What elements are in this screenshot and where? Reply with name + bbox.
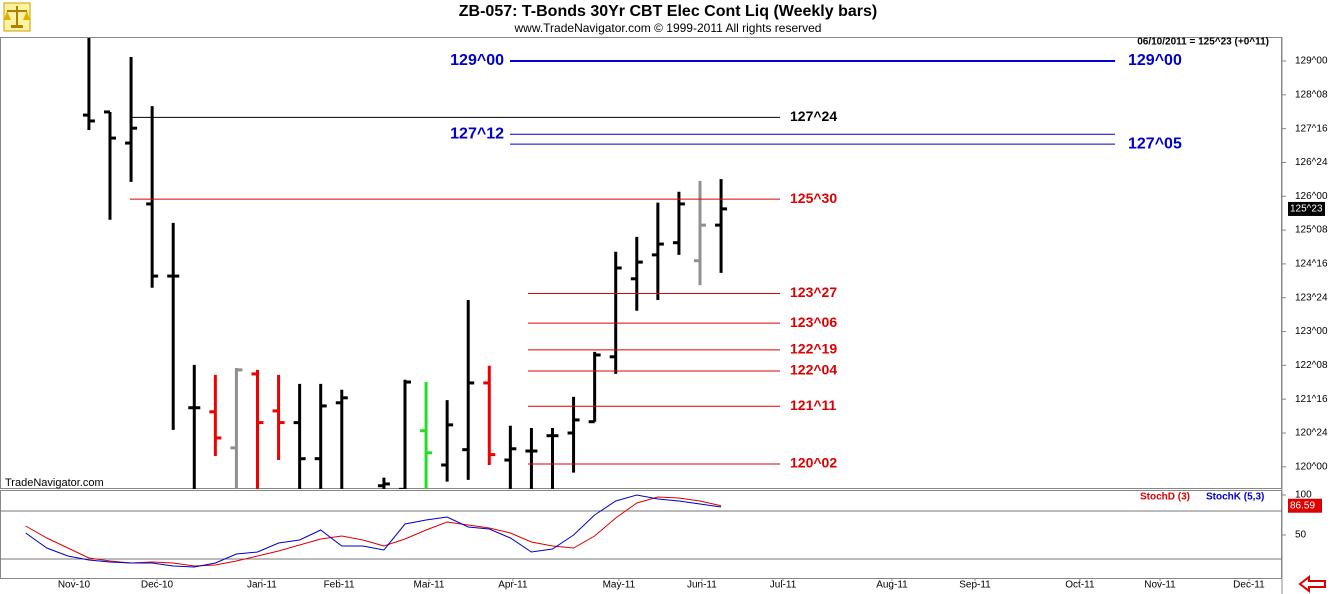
price-bar xyxy=(314,383,327,489)
x-tick-label: Oct-11 xyxy=(1065,580,1095,591)
x-tick-label: Jun-11 xyxy=(687,580,717,591)
level-label: 127^24 xyxy=(790,108,837,124)
price-bar xyxy=(525,428,538,489)
logo xyxy=(3,2,31,32)
last-value-label: 86.59 xyxy=(1290,500,1315,511)
x-tick-label: Sep-11 xyxy=(959,580,991,591)
price-bar xyxy=(167,222,180,430)
title: ZB-057: T-Bonds 30Yr CBT Elec Cont Liq (… xyxy=(459,3,877,20)
last-value-box xyxy=(1288,498,1322,513)
price-bar xyxy=(483,365,496,466)
x-tick-label: Aug-11 xyxy=(876,580,908,591)
stoch-line xyxy=(25,494,722,568)
price-bar xyxy=(420,382,433,489)
legend-entry: StochK (5,3) xyxy=(1206,492,1264,503)
price-bar xyxy=(103,110,116,220)
price-plot xyxy=(82,38,728,489)
x-tick-label: Feb-11 xyxy=(324,580,355,591)
last-price-box xyxy=(1288,201,1325,216)
y-tick-label: 122^08 xyxy=(1295,360,1328,371)
level-label: 120^02 xyxy=(790,455,837,471)
price-bar xyxy=(504,425,517,489)
level-label: 122^04 xyxy=(790,362,837,378)
price-bar xyxy=(651,202,664,300)
subtitle: www.TradeNavigator.com © 1999-2011 All r… xyxy=(514,21,822,35)
y-tick-label: 124^16 xyxy=(1295,259,1328,270)
y-tick-label: 100 xyxy=(1295,490,1312,501)
price-bar xyxy=(672,191,685,255)
price-bar xyxy=(441,400,454,482)
level-label: 129^00 xyxy=(450,52,504,69)
price-bar xyxy=(462,299,475,480)
quote: 06/10/2011 = 125^23 (+0^11) xyxy=(1137,37,1269,48)
y-tick-label: 120^00 xyxy=(1295,461,1328,472)
x-tick-label: Nov-11 xyxy=(1144,580,1176,591)
price-bar xyxy=(335,389,348,489)
y-tick-label: 123^00 xyxy=(1295,326,1328,337)
y-tick-label: 129^00 xyxy=(1295,56,1328,67)
x-tick-label: Apr-11 xyxy=(498,580,528,591)
level-label: 123^27 xyxy=(790,284,837,300)
price-bar xyxy=(82,38,95,130)
price-bar xyxy=(546,428,559,489)
price-bar xyxy=(609,251,622,374)
y-tick-label: 121^16 xyxy=(1295,394,1328,405)
level-label: 123^06 xyxy=(790,314,837,330)
price-bar xyxy=(146,106,159,288)
y-tick-label: 128^08 xyxy=(1295,89,1328,100)
price-bar xyxy=(588,351,601,424)
x-tick-label: Jul-11 xyxy=(770,580,797,591)
y-tick-label: 50 xyxy=(1295,530,1307,541)
y-tick-label: 123^24 xyxy=(1295,292,1328,303)
price-bar xyxy=(694,180,707,286)
level-label: 121^11 xyxy=(790,397,837,413)
stoch-plot xyxy=(0,494,1282,568)
price-bar xyxy=(715,179,728,273)
price-bar xyxy=(230,368,243,489)
x-tick-label: Dec-10 xyxy=(141,580,174,591)
level-label: 129^00 xyxy=(1128,52,1182,69)
x-tick-label: Dec-11 xyxy=(1233,580,1265,591)
y-tick-label: 126^00 xyxy=(1295,191,1328,202)
y-tick-label: 120^24 xyxy=(1295,428,1328,439)
x-tick-label: Jan-11 xyxy=(247,580,277,591)
price-bar xyxy=(125,56,138,182)
x-tick-label: Mar-11 xyxy=(414,580,445,591)
level-label: 125^30 xyxy=(790,190,837,206)
y-tick-label: 125^08 xyxy=(1295,225,1328,236)
price-bar xyxy=(293,383,306,489)
x-tick-label: Nov-10 xyxy=(58,580,91,591)
last-price-label: 125^23 xyxy=(1290,204,1323,215)
price-bar xyxy=(630,236,643,311)
watermark: TradeNavigator.com xyxy=(5,477,104,489)
price-bar xyxy=(251,369,264,489)
price-bar xyxy=(398,379,411,489)
level-label: 127^05 xyxy=(1128,135,1182,152)
level-label: 127^12 xyxy=(450,125,504,142)
price-bar xyxy=(188,364,201,489)
price-bar xyxy=(377,477,390,489)
y-tick-label: 127^16 xyxy=(1295,123,1328,134)
y-tick-label: 126^24 xyxy=(1295,157,1328,168)
scroll-arrow[interactable] xyxy=(1298,574,1326,594)
level-label: 122^19 xyxy=(790,341,837,357)
x-tick-label: May-11 xyxy=(603,580,636,591)
price-bar xyxy=(209,374,222,456)
legend-entry: StochD (3) xyxy=(1140,492,1190,503)
price-bar xyxy=(567,396,580,473)
price-bar xyxy=(272,374,285,461)
